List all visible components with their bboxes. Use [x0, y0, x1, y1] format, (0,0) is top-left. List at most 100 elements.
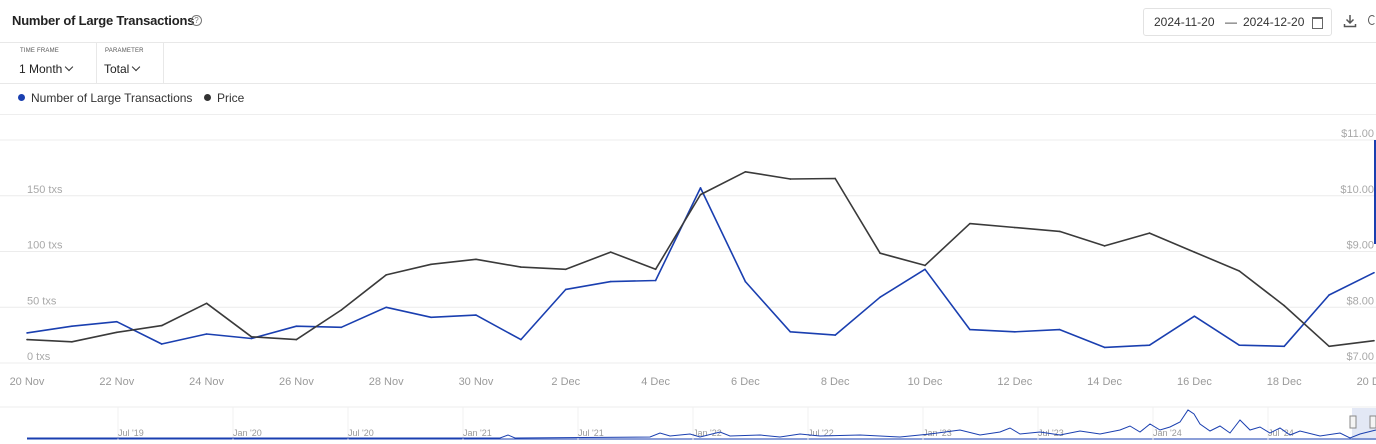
y-right-tick-label: $7.00: [1346, 351, 1374, 363]
data-point-price: [295, 338, 298, 341]
question-circle-icon[interactable]: ?: [191, 15, 202, 26]
x-tick-label: 10 Dec: [908, 376, 943, 388]
data-point-number-of-large-transactions: [1193, 315, 1196, 317]
x-tick-label: 18 Dec: [1267, 376, 1302, 388]
data-point-number-of-large-transactions: [879, 296, 881, 299]
y-left-tick-label: 50 txs: [27, 295, 57, 307]
navigator-tick-label: Jul '24: [1268, 428, 1294, 438]
data-point-price: [565, 268, 567, 271]
navigator-tick-label: Jul '20: [348, 428, 374, 438]
chart-header: Number of Large Transactions ? 2024-11-2…: [0, 0, 1376, 43]
series-line-price: [26, 171, 1375, 348]
data-point-price: [789, 178, 792, 180]
legend-label: Number of Large Transactions: [31, 91, 193, 105]
y-right-tick-label: $9.00: [1346, 240, 1374, 252]
data-point-number-of-large-transactions: [1328, 294, 1330, 296]
data-point-number-of-large-transactions: [1373, 271, 1375, 274]
data-point-price: [1193, 251, 1196, 253]
data-point-number-of-large-transactions: [969, 328, 971, 331]
x-tick-label: 22 Nov: [99, 376, 134, 388]
parameter-value: Total: [104, 62, 130, 76]
navigator-tick-label: Jul '21: [578, 428, 604, 438]
data-point-price: [26, 338, 28, 341]
data-point-price: [160, 324, 163, 327]
x-tick-label: 14 Dec: [1087, 376, 1122, 388]
parameter-dropdown[interactable]: Total: [104, 62, 141, 76]
navigator-series: [27, 409, 1376, 439]
x-tick-label: 30 Nov: [459, 376, 494, 388]
data-point-price: [385, 274, 388, 276]
data-point-price: [250, 335, 253, 338]
legend-label: Price: [217, 91, 245, 105]
legend-item-price[interactable]: Price: [204, 91, 244, 105]
data-point-number-of-large-transactions: [1058, 328, 1061, 331]
data-point-number-of-large-transactions: [1014, 330, 1016, 333]
data-point-price: [834, 177, 836, 180]
data-point-number-of-large-transactions: [699, 187, 702, 189]
x-tick-label: 24 Nov: [189, 376, 224, 388]
data-point-price: [430, 263, 432, 266]
data-point-number-of-large-transactions: [475, 314, 477, 316]
data-point-number-of-large-transactions: [609, 280, 612, 283]
parameter-label: PARAMETER: [105, 48, 144, 54]
parameter-selector[interactable]: PARAMETER Total: [97, 42, 164, 83]
data-point-number-of-large-transactions: [834, 334, 836, 336]
navigator-handle[interactable]: [1349, 415, 1357, 429]
x-tick-label: 6 Dec: [731, 376, 760, 388]
data-point-price: [520, 266, 522, 268]
data-point-price: [1328, 345, 1330, 348]
x-tick-label: 4 Dec: [641, 376, 670, 388]
legend-dot: [204, 94, 211, 101]
y-left-tick-label: 0 txs: [27, 351, 51, 363]
data-point-number-of-large-transactions: [116, 320, 118, 323]
data-point-price: [71, 341, 73, 343]
navigator-tick-label: Jan '22: [693, 428, 722, 438]
share-icon[interactable]: [1368, 15, 1376, 25]
y-right-tick-label: $8.00: [1346, 295, 1374, 307]
data-point-price: [340, 309, 343, 311]
legend-item-large-transactions[interactable]: Number of Large Transactions: [18, 91, 192, 105]
timeframe-dropdown[interactable]: 1 Month: [19, 62, 74, 76]
navigator-tick-label: Jan '21: [463, 428, 492, 438]
x-tick-label: 26 Nov: [279, 376, 314, 388]
data-point-number-of-large-transactions: [789, 330, 792, 333]
date-end[interactable]: 2024-12-20: [1243, 15, 1305, 29]
series-line-number-of-large-transactions: [26, 187, 1375, 349]
calendar-icon[interactable]: [1312, 17, 1323, 29]
data-point-price: [1238, 270, 1241, 272]
data-point-number-of-large-transactions: [654, 279, 657, 282]
data-point-price: [1014, 226, 1016, 229]
data-point-number-of-large-transactions: [26, 332, 28, 334]
data-point-number-of-large-transactions: [1148, 344, 1151, 346]
download-icon[interactable]: [1343, 14, 1357, 28]
legend-dot: [18, 94, 25, 101]
data-point-number-of-large-transactions: [205, 333, 208, 335]
x-tick-label: 28 Nov: [369, 376, 404, 388]
y-right-tick-label: $10.00: [1340, 184, 1374, 196]
navigator-tick-label: Jul '23: [1038, 428, 1064, 438]
data-point-number-of-large-transactions: [1238, 344, 1241, 346]
data-point-number-of-large-transactions: [1283, 345, 1285, 348]
data-point-price: [1103, 245, 1106, 247]
chart-title: Number of Large Transactions: [12, 13, 195, 28]
navigator-handle[interactable]: [1369, 415, 1376, 429]
navigator-tick-label: Jan '24: [1153, 428, 1182, 438]
data-point-price: [1283, 304, 1285, 307]
data-point-number-of-large-transactions: [1103, 346, 1106, 349]
timeframe-selector[interactable]: TIME FRAME 1 Month: [12, 42, 97, 83]
data-point-price: [744, 170, 747, 173]
x-tick-label: 20 Nov: [10, 376, 45, 388]
data-point-price: [879, 252, 881, 254]
date-separator: —: [1225, 15, 1237, 29]
data-point-price: [924, 264, 926, 267]
date-start[interactable]: 2024-11-20: [1154, 15, 1215, 29]
x-tick-label: 16 Dec: [1177, 376, 1212, 388]
navigator-tick-label: Jan '20: [233, 428, 262, 438]
chart-controls: TIME FRAME 1 Month PARAMETER Total: [0, 42, 1376, 84]
data-point-number-of-large-transactions: [385, 306, 388, 309]
data-point-price: [475, 258, 477, 261]
data-point-price: [1058, 230, 1061, 233]
data-point-number-of-large-transactions: [250, 337, 253, 340]
date-range-picker[interactable]: 2024-11-20 — 2024-12-20: [1143, 8, 1332, 36]
